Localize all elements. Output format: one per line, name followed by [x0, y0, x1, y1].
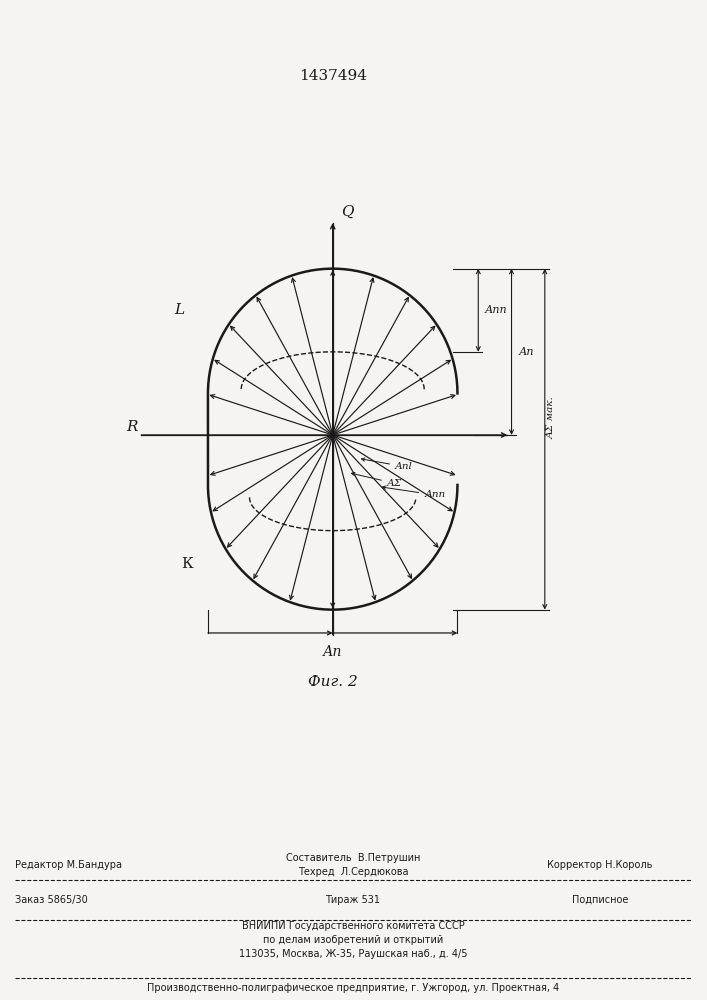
Text: Апп: Апп: [485, 305, 508, 315]
Text: 113035, Москва, Ж-35, Раушская наб., д. 4/5: 113035, Москва, Ж-35, Раушская наб., д. …: [239, 949, 467, 959]
Text: АΣ: АΣ: [351, 472, 402, 488]
Text: L: L: [174, 303, 184, 317]
Text: Ап: Ап: [323, 645, 342, 659]
Text: Подписное: Подписное: [572, 895, 629, 905]
Text: Заказ 5865/30: Заказ 5865/30: [15, 895, 88, 905]
Text: Фиг. 2: Фиг. 2: [308, 675, 358, 689]
Text: Производственно-полиграфическое предприятие, г. Ужгород, ул. Проектная, 4: Производственно-полиграфическое предприя…: [147, 983, 559, 993]
Text: R: R: [126, 420, 137, 434]
Text: Ап: Ап: [518, 347, 534, 357]
Text: 1437494: 1437494: [298, 69, 367, 83]
Text: Редактор М.Бандура: Редактор М.Бандура: [15, 860, 122, 870]
Text: ВНИИПИ Государственного комитета СССР: ВНИИПИ Государственного комитета СССР: [242, 921, 464, 931]
Text: Апп: Апп: [382, 486, 445, 499]
Text: Апl: Апl: [361, 458, 413, 471]
Text: К: К: [181, 557, 193, 571]
Text: Q: Q: [341, 205, 354, 219]
Text: Составитель  В.Петрушин: Составитель В.Петрушин: [286, 853, 420, 863]
Text: Тираж 531: Тираж 531: [325, 895, 380, 905]
Text: Корректор Н.Король: Корректор Н.Король: [547, 860, 653, 870]
Text: Техред  Л.Сердюкова: Техред Л.Сердюкова: [298, 867, 408, 877]
Text: АΣ мак.: АΣ мак.: [547, 396, 556, 439]
Text: по делам изобретений и открытий: по делам изобретений и открытий: [263, 935, 443, 945]
